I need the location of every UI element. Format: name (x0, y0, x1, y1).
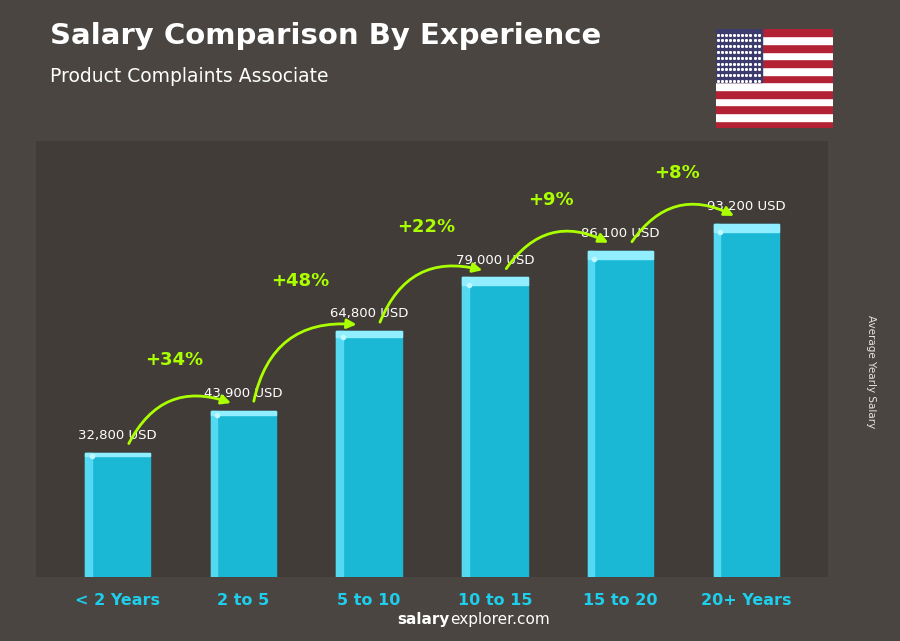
Bar (337, 331, 343, 577)
Bar (588, 251, 653, 577)
Text: Salary Comparison By Experience: Salary Comparison By Experience (50, 22, 601, 51)
Bar (716, 75, 832, 82)
Text: explorer.com: explorer.com (450, 612, 550, 627)
Text: 79,000 USD: 79,000 USD (455, 254, 534, 267)
Text: +34%: +34% (145, 351, 203, 369)
Bar (463, 278, 527, 577)
Bar (716, 67, 832, 75)
Bar (716, 37, 832, 44)
Bar (716, 121, 832, 128)
Bar (716, 29, 762, 82)
Text: +9%: +9% (528, 191, 574, 209)
Text: 43,900 USD: 43,900 USD (204, 387, 283, 399)
Bar (716, 29, 832, 37)
Bar (716, 97, 832, 105)
Bar (463, 278, 527, 285)
Bar (337, 331, 401, 577)
Bar (714, 224, 779, 233)
Bar (716, 82, 832, 90)
Text: 32,800 USD: 32,800 USD (78, 429, 157, 442)
Text: +8%: +8% (654, 164, 700, 182)
Text: +22%: +22% (397, 218, 454, 236)
Text: +48%: +48% (271, 272, 329, 290)
Bar (211, 410, 276, 577)
Bar (716, 60, 832, 67)
Bar (714, 224, 720, 577)
Bar (211, 410, 276, 415)
Bar (588, 251, 653, 259)
Bar (716, 105, 832, 113)
Bar (714, 224, 779, 577)
Text: salary: salary (398, 612, 450, 627)
Text: Product Complaints Associate: Product Complaints Associate (50, 67, 328, 87)
Bar (463, 278, 469, 577)
Text: 93,200 USD: 93,200 USD (707, 200, 786, 213)
Bar (716, 52, 832, 60)
Bar (85, 453, 150, 577)
Text: 64,800 USD: 64,800 USD (330, 308, 409, 320)
Bar (716, 44, 832, 52)
Bar (716, 113, 832, 121)
Text: 86,100 USD: 86,100 USD (581, 227, 660, 240)
Bar (211, 410, 217, 577)
Bar (716, 90, 832, 97)
Bar (588, 251, 594, 577)
Bar (85, 453, 92, 577)
Text: Average Yearly Salary: Average Yearly Salary (866, 315, 877, 428)
Bar (85, 453, 150, 456)
Bar (337, 331, 401, 337)
